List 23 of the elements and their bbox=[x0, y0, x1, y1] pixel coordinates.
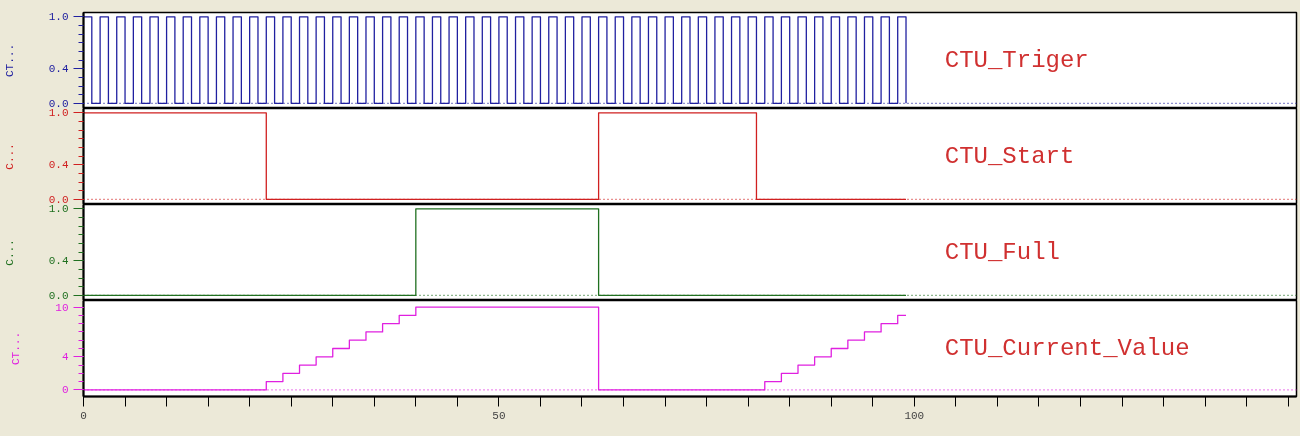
x-tick-label: 0 bbox=[80, 409, 87, 422]
y-tick-label: 10 bbox=[55, 301, 69, 314]
y-axis-title: CT... bbox=[3, 43, 16, 77]
x-tick-label: 50 bbox=[492, 409, 506, 422]
series-label: CTU_Triger bbox=[944, 47, 1089, 74]
y-tick-label: 0.0 bbox=[48, 97, 69, 110]
y-tick-label: 1.0 bbox=[48, 107, 69, 120]
series-label: CTU_Current_Value bbox=[944, 335, 1190, 362]
y-tick-label: 0.4 bbox=[48, 159, 69, 172]
y-axis-title: CT... bbox=[10, 331, 23, 365]
y-tick-label: 4 bbox=[61, 351, 69, 364]
y-tick-label: 0.4 bbox=[48, 63, 69, 76]
x-tick-label: 100 bbox=[904, 409, 925, 422]
y-tick-label: 1.0 bbox=[48, 203, 69, 216]
y-axis-title: C... bbox=[3, 239, 16, 266]
y-tick-label: 0.4 bbox=[48, 255, 69, 268]
y-tick-label: 0 bbox=[61, 384, 69, 397]
y-tick-label: 0.0 bbox=[48, 193, 69, 206]
text: CTU_Full bbox=[944, 239, 1060, 266]
text: CTU_Start bbox=[944, 143, 1075, 170]
y-axis-title: C... bbox=[3, 143, 16, 170]
y-tick-label: 1.0 bbox=[48, 11, 69, 24]
y-tick-label: 0.0 bbox=[48, 289, 69, 302]
